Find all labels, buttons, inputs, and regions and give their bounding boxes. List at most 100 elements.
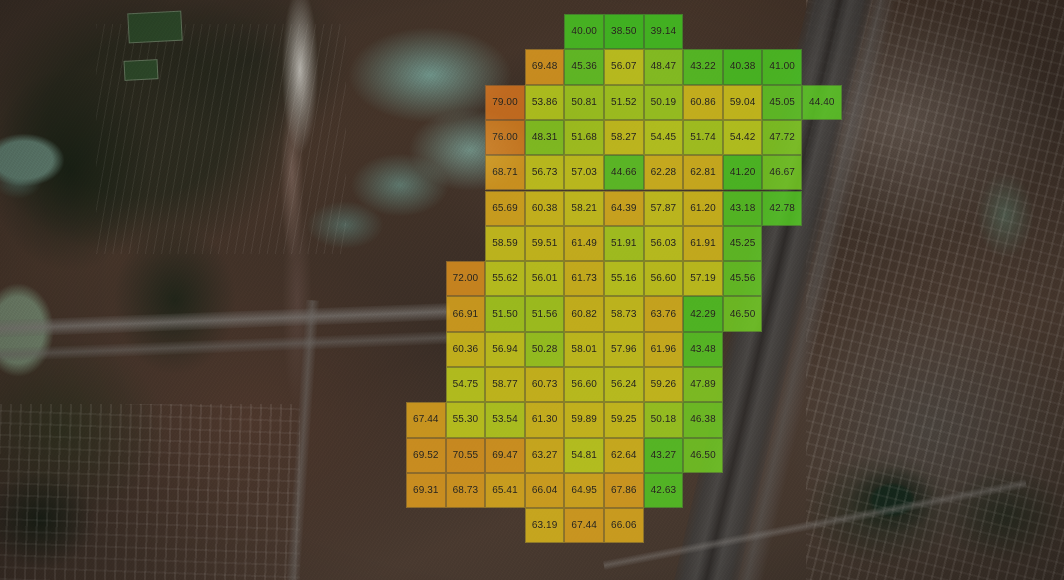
grid-cell[interactable]: 60.38 bbox=[524, 190, 565, 226]
grid-cell[interactable]: 51.68 bbox=[564, 119, 604, 156]
grid-cell[interactable]: 62.28 bbox=[643, 155, 684, 191]
grid-cell[interactable]: 60.86 bbox=[683, 84, 723, 120]
grid-cell[interactable]: 76.00 bbox=[485, 119, 525, 156]
grid-cell[interactable]: 40.00 bbox=[564, 14, 604, 50]
grid-cell[interactable]: 59.51 bbox=[524, 225, 565, 262]
grid-cell[interactable]: 60.82 bbox=[564, 296, 604, 332]
grid-cell[interactable]: 61.96 bbox=[643, 331, 684, 367]
grid-cell[interactable]: 48.47 bbox=[643, 49, 684, 85]
grid-cell[interactable]: 69.48 bbox=[524, 49, 565, 85]
grid-cell[interactable]: 57.03 bbox=[564, 155, 604, 191]
grid-cell[interactable]: 50.81 bbox=[564, 84, 604, 120]
grid-cell[interactable]: 68.71 bbox=[485, 155, 525, 191]
grid-cell[interactable]: 55.16 bbox=[604, 261, 644, 297]
grid-cell[interactable]: 54.45 bbox=[643, 119, 684, 156]
grid-cell[interactable]: 61.49 bbox=[564, 225, 604, 262]
grid-cell[interactable]: 59.89 bbox=[564, 402, 604, 438]
grid-cell[interactable]: 42.29 bbox=[683, 296, 723, 332]
grid-cell[interactable]: 56.03 bbox=[643, 225, 684, 262]
grid-cell[interactable]: 41.00 bbox=[762, 49, 802, 85]
grid-cell[interactable]: 67.86 bbox=[604, 472, 644, 509]
grid-cell[interactable]: 58.73 bbox=[604, 296, 644, 332]
grid-cell[interactable]: 45.56 bbox=[722, 261, 763, 297]
grid-cell[interactable]: 42.78 bbox=[762, 190, 802, 226]
grid-cell[interactable]: 51.56 bbox=[524, 296, 565, 332]
grid-cell[interactable]: 63.27 bbox=[524, 437, 565, 473]
grid-cell[interactable]: 41.20 bbox=[722, 155, 763, 191]
grid-cell[interactable]: 46.50 bbox=[722, 296, 763, 332]
grid-cell[interactable]: 69.52 bbox=[406, 437, 446, 473]
grid-cell[interactable]: 40.38 bbox=[722, 49, 763, 85]
grid-cell[interactable]: 54.42 bbox=[722, 119, 763, 156]
grid-cell[interactable]: 47.72 bbox=[762, 119, 802, 156]
grid-cell[interactable]: 50.18 bbox=[643, 402, 684, 438]
grid-cell[interactable]: 56.01 bbox=[524, 261, 565, 297]
grid-cell[interactable]: 56.07 bbox=[604, 49, 644, 85]
grid-cell[interactable]: 62.81 bbox=[683, 155, 723, 191]
grid-cell[interactable]: 67.44 bbox=[406, 402, 446, 438]
grid-cell[interactable]: 43.22 bbox=[683, 49, 723, 85]
grid-cell[interactable]: 58.59 bbox=[485, 225, 525, 262]
grid-cell[interactable]: 61.73 bbox=[564, 261, 604, 297]
grid-cell[interactable]: 72.00 bbox=[445, 261, 486, 297]
grid-cell[interactable]: 48.31 bbox=[524, 119, 565, 156]
grid-cell[interactable]: 56.94 bbox=[485, 331, 525, 367]
grid-cell[interactable]: 69.31 bbox=[406, 472, 446, 509]
grid-cell[interactable]: 51.50 bbox=[485, 296, 525, 332]
grid-cell[interactable]: 64.95 bbox=[564, 472, 604, 509]
grid-cell[interactable]: 56.60 bbox=[643, 261, 684, 297]
grid-cell[interactable]: 61.20 bbox=[683, 190, 723, 226]
grid-cell[interactable]: 56.73 bbox=[524, 155, 565, 191]
grid-cell[interactable]: 44.40 bbox=[802, 84, 842, 120]
grid-cell[interactable]: 54.81 bbox=[564, 437, 604, 473]
grid-cell[interactable]: 56.60 bbox=[564, 367, 604, 403]
grid-cell[interactable]: 43.18 bbox=[722, 190, 763, 226]
grid-cell[interactable]: 45.36 bbox=[564, 49, 604, 85]
grid-cell[interactable]: 45.25 bbox=[722, 225, 763, 262]
grid-cell[interactable]: 64.39 bbox=[604, 190, 644, 226]
grid-cell[interactable]: 51.91 bbox=[604, 225, 644, 262]
grid-cell[interactable]: 42.63 bbox=[643, 472, 684, 509]
grid-cell[interactable]: 62.64 bbox=[604, 437, 644, 473]
grid-cell[interactable]: 56.24 bbox=[604, 367, 644, 403]
grid-cell[interactable]: 69.47 bbox=[485, 437, 525, 473]
grid-cell[interactable]: 66.91 bbox=[445, 296, 486, 332]
grid-cell[interactable]: 60.36 bbox=[445, 331, 486, 367]
grid-cell[interactable]: 65.41 bbox=[485, 472, 525, 509]
grid-cell[interactable]: 46.50 bbox=[683, 437, 723, 473]
grid-cell[interactable]: 68.73 bbox=[445, 472, 486, 509]
grid-cell[interactable]: 45.05 bbox=[762, 84, 802, 120]
grid-cell[interactable]: 46.67 bbox=[762, 155, 802, 191]
grid-cell[interactable]: 43.27 bbox=[643, 437, 684, 473]
grid-cell[interactable]: 67.44 bbox=[564, 508, 604, 544]
grid-cell[interactable]: 53.86 bbox=[524, 84, 565, 120]
grid-cell[interactable]: 70.55 bbox=[445, 437, 486, 473]
grid-cell[interactable]: 58.01 bbox=[564, 331, 604, 367]
grid-cell[interactable]: 43.48 bbox=[683, 331, 723, 367]
grid-cell[interactable]: 58.27 bbox=[604, 119, 644, 156]
grid-cell[interactable]: 59.04 bbox=[722, 84, 763, 120]
grid-cell[interactable]: 54.75 bbox=[445, 367, 486, 403]
grid-cell[interactable]: 59.26 bbox=[643, 367, 684, 403]
grid-cell[interactable]: 66.06 bbox=[604, 508, 644, 544]
grid-cell[interactable]: 57.19 bbox=[683, 261, 723, 297]
grid-cell[interactable]: 55.62 bbox=[485, 261, 525, 297]
grid-cell[interactable]: 79.00 bbox=[485, 84, 525, 120]
grid-cell[interactable]: 63.19 bbox=[524, 508, 565, 544]
grid-cell[interactable]: 59.25 bbox=[604, 402, 644, 438]
grid-cell[interactable]: 46.38 bbox=[683, 402, 723, 438]
grid-cell[interactable]: 51.52 bbox=[604, 84, 644, 120]
grid-cell[interactable]: 51.74 bbox=[683, 119, 723, 156]
grid-cell[interactable]: 58.21 bbox=[564, 190, 604, 226]
grid-cell[interactable]: 50.28 bbox=[524, 331, 565, 367]
grid-cell[interactable]: 55.30 bbox=[445, 402, 486, 438]
grid-cell[interactable]: 38.50 bbox=[604, 14, 644, 50]
grid-cell[interactable]: 61.30 bbox=[524, 402, 565, 438]
grid-cell[interactable]: 50.19 bbox=[643, 84, 684, 120]
grid-cell[interactable]: 61.91 bbox=[683, 225, 723, 262]
grid-cell[interactable]: 53.54 bbox=[485, 402, 525, 438]
grid-cell[interactable]: 65.69 bbox=[485, 190, 525, 226]
grid-cell[interactable]: 58.77 bbox=[485, 367, 525, 403]
grid-cell[interactable]: 66.04 bbox=[524, 472, 565, 509]
grid-cell[interactable]: 63.76 bbox=[643, 296, 684, 332]
